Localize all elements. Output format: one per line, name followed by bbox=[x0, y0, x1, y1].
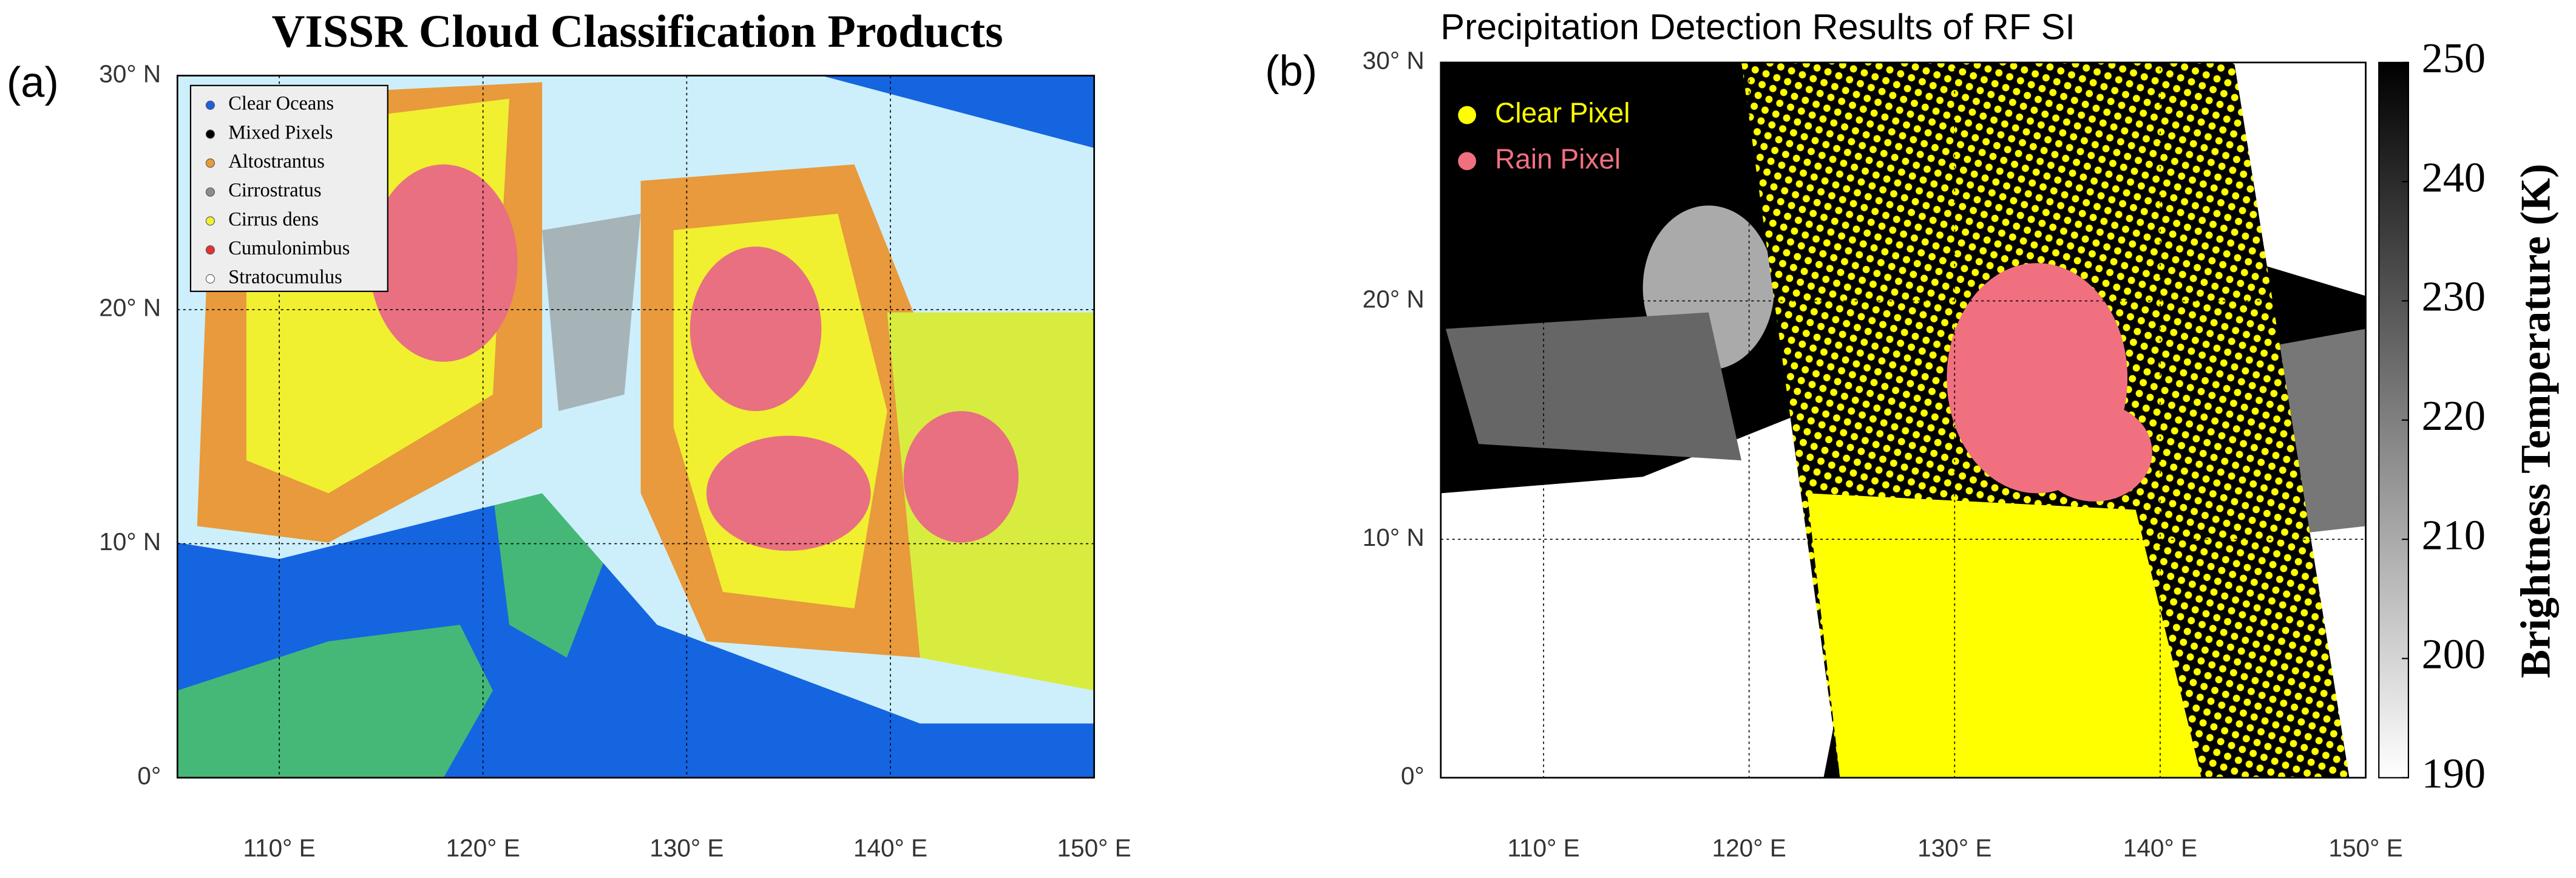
y-tick-label: 30° N bbox=[1363, 47, 1425, 75]
x-tick-label: 150° E bbox=[2328, 834, 2402, 862]
colorbar-tick-label: 230 bbox=[2422, 273, 2486, 321]
legend-label: Stratocumulus bbox=[228, 267, 342, 288]
x-tick-label: 110° E bbox=[1507, 834, 1579, 862]
panel-title: Precipitation Detection Results of RF SI bbox=[1440, 6, 2075, 47]
legend-label: Clear Oceans bbox=[228, 93, 334, 115]
x-tick-label: 130° E bbox=[649, 834, 724, 862]
y-tick-label: 20° N bbox=[99, 294, 161, 322]
y-tick-label: 10° N bbox=[99, 528, 161, 556]
x-tick-label: 140° E bbox=[853, 834, 927, 862]
x-tick-label: 130° E bbox=[1917, 834, 1991, 862]
legend-label: Rain Pixel bbox=[1495, 143, 1621, 175]
colorbar-label: Brightness Temperature (K) bbox=[2512, 164, 2560, 678]
legend-label: Cirrostratus bbox=[228, 180, 321, 202]
legend-swatch bbox=[205, 245, 215, 255]
legend-swatch bbox=[205, 216, 215, 226]
colorbar-tick-label: 190 bbox=[2422, 750, 2486, 797]
legend-label: Cirrus dens bbox=[228, 208, 319, 230]
panel-title: VISSR Cloud Classification Products bbox=[272, 6, 1003, 57]
legend-label: Altostrantus bbox=[228, 151, 325, 172]
x-tick-label: 120° E bbox=[446, 834, 520, 862]
x-tick-label: 150° E bbox=[1057, 834, 1131, 862]
map-frame bbox=[176, 75, 1095, 779]
y-tick-label: 10° N bbox=[1363, 523, 1425, 551]
legend-swatch bbox=[205, 129, 215, 139]
legend-box bbox=[189, 84, 388, 292]
map-frame bbox=[1440, 61, 2367, 779]
legend-swatch bbox=[1458, 152, 1476, 171]
x-tick-label: 110° E bbox=[243, 834, 315, 862]
legend-label: Cumulonimbus bbox=[228, 237, 350, 259]
x-tick-label: 120° E bbox=[1712, 834, 1786, 862]
x-tick-label: 140° E bbox=[2123, 834, 2197, 862]
colorbar-tick-label: 210 bbox=[2422, 511, 2486, 559]
colorbar-tick-label: 220 bbox=[2422, 392, 2486, 440]
legend-swatch bbox=[1458, 106, 1476, 124]
legend-swatch bbox=[205, 158, 215, 168]
legend-label: Clear Pixel bbox=[1495, 97, 1630, 129]
y-tick-label: 0° bbox=[137, 762, 161, 790]
legend-label: Mixed Pixels bbox=[228, 121, 333, 143]
y-tick-label: 30° N bbox=[99, 60, 161, 87]
colorbar-tick-label: 250 bbox=[2422, 35, 2486, 82]
legend-swatch bbox=[205, 187, 215, 197]
legend-swatch bbox=[205, 100, 215, 110]
y-tick-label: 20° N bbox=[1363, 285, 1425, 313]
panel-tag: (a) bbox=[7, 58, 59, 106]
y-tick-label: 0° bbox=[1401, 762, 1425, 790]
colorbar-tick-label: 200 bbox=[2422, 631, 2486, 678]
panel-tag: (b) bbox=[1265, 46, 1317, 94]
brightness-image bbox=[1440, 62, 2366, 778]
colorbar-tick-label: 240 bbox=[2422, 154, 2486, 201]
legend-swatch bbox=[205, 274, 215, 284]
